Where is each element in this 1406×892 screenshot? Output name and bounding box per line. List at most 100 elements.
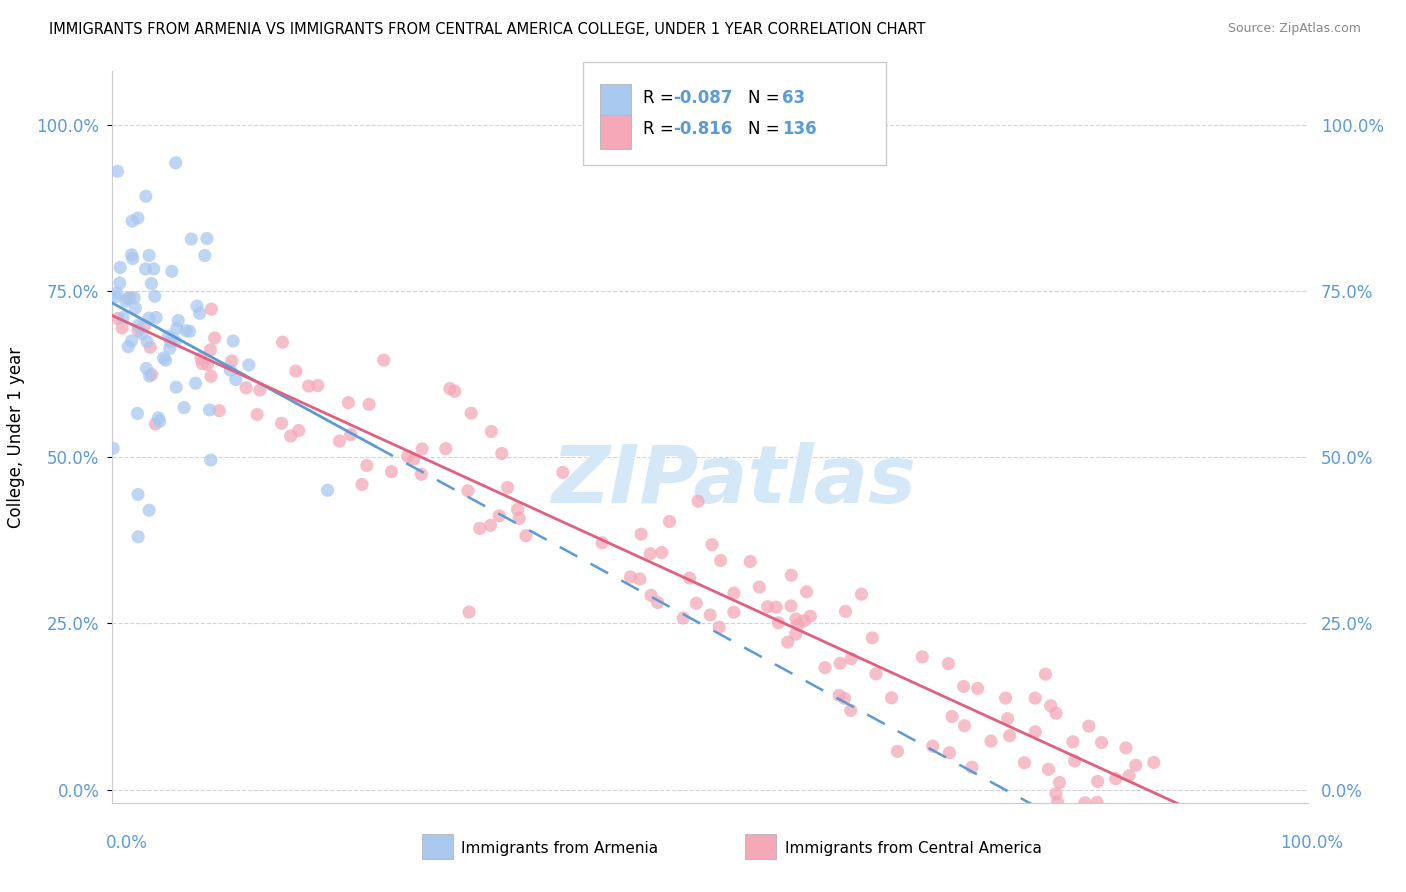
Point	[127, 406, 149, 420]
Point	[122, 291, 145, 305]
Point	[148, 410, 170, 425]
Point	[785, 627, 807, 641]
Point	[828, 689, 851, 703]
Point	[184, 376, 207, 391]
Point	[179, 324, 201, 338]
Point	[700, 538, 723, 552]
Point	[105, 286, 128, 301]
Point	[149, 414, 172, 428]
Point	[457, 483, 479, 498]
Point	[127, 211, 149, 225]
Point	[1038, 762, 1060, 776]
Point	[638, 547, 661, 561]
Point	[756, 599, 779, 614]
Point	[479, 518, 502, 533]
Point	[208, 403, 231, 417]
Point	[886, 744, 908, 758]
Point	[139, 340, 162, 354]
Point	[508, 511, 530, 525]
Point	[380, 465, 402, 479]
Point	[121, 252, 143, 266]
Point	[136, 334, 159, 349]
Point	[740, 555, 762, 569]
Point	[1063, 754, 1085, 768]
Point	[249, 383, 271, 397]
Point	[107, 311, 129, 326]
Point	[200, 343, 222, 357]
Point	[280, 429, 302, 443]
Text: R =: R =	[643, 120, 679, 138]
Text: 100.0%: 100.0%	[1279, 834, 1343, 852]
Point	[138, 503, 160, 517]
Point	[200, 302, 222, 317]
Point	[628, 572, 651, 586]
Y-axis label: College, Under 1 year: College, Under 1 year	[7, 346, 25, 528]
Point	[1074, 796, 1097, 810]
Point	[118, 291, 141, 305]
Point	[710, 553, 733, 567]
Point	[359, 397, 381, 411]
Point	[434, 442, 457, 456]
Point	[143, 417, 166, 431]
Point	[271, 335, 294, 350]
Point	[998, 729, 1021, 743]
Point	[159, 334, 181, 349]
Point	[238, 358, 260, 372]
Point	[723, 586, 745, 600]
Point	[411, 442, 433, 456]
Text: 0.0%: 0.0%	[105, 834, 148, 852]
Point	[1014, 756, 1036, 770]
Text: IMMIGRANTS FROM ARMENIA VS IMMIGRANTS FROM CENTRAL AMERICA COLLEGE, UNDER 1 YEAR: IMMIGRANTS FROM ARMENIA VS IMMIGRANTS FR…	[49, 22, 925, 37]
Point	[117, 340, 139, 354]
Point	[173, 401, 195, 415]
Point	[328, 434, 350, 448]
Point	[188, 306, 211, 320]
Point	[839, 652, 862, 666]
Point	[938, 657, 960, 671]
Point	[685, 596, 707, 610]
Point	[980, 734, 1002, 748]
Point	[630, 527, 652, 541]
Point	[111, 321, 134, 335]
Point	[127, 324, 149, 338]
Point	[468, 521, 491, 535]
Point	[160, 264, 183, 278]
Point	[994, 691, 1017, 706]
Point	[117, 292, 139, 306]
Point	[127, 487, 149, 501]
Point	[793, 614, 815, 628]
Point	[200, 453, 222, 467]
Point	[460, 406, 482, 420]
Point	[101, 442, 124, 456]
Point	[127, 318, 149, 333]
Point	[953, 719, 976, 733]
Point	[104, 290, 127, 304]
Point	[1039, 698, 1062, 713]
Point	[1062, 735, 1084, 749]
Point	[235, 381, 257, 395]
Point	[396, 450, 419, 464]
Point	[108, 276, 131, 290]
Point	[834, 604, 856, 618]
Text: Immigrants from Central America: Immigrants from Central America	[785, 841, 1042, 855]
Point	[960, 760, 983, 774]
Text: Immigrants from Armenia: Immigrants from Armenia	[461, 841, 658, 855]
Point	[134, 318, 156, 333]
Point	[127, 530, 149, 544]
Point	[135, 189, 157, 203]
Point	[246, 408, 269, 422]
Point	[121, 248, 143, 262]
Point	[709, 620, 731, 634]
Point	[121, 334, 143, 348]
Point	[138, 369, 160, 384]
Point	[488, 508, 510, 523]
Point	[776, 635, 799, 649]
Point	[780, 599, 803, 613]
Text: 136: 136	[782, 120, 817, 138]
Point	[491, 446, 513, 460]
Point	[672, 611, 695, 625]
Text: N =: N =	[748, 89, 785, 107]
Point	[157, 329, 180, 343]
Point	[225, 372, 247, 386]
Point	[860, 631, 883, 645]
